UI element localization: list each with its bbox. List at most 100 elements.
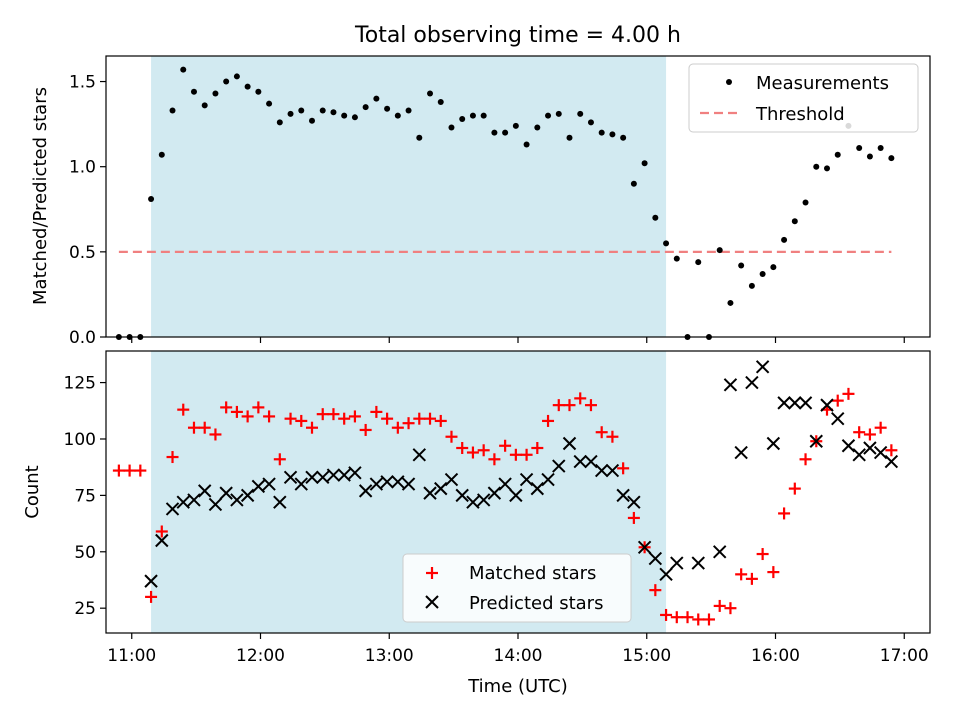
matched-star-point bbox=[445, 430, 458, 443]
measurement-point bbox=[555, 110, 562, 117]
matched-star-point bbox=[788, 482, 801, 495]
measurement-point bbox=[309, 117, 315, 124]
measurement-point bbox=[491, 129, 498, 136]
matched-star-point bbox=[627, 511, 640, 524]
top-x-tick-marks bbox=[131, 337, 905, 343]
predicted-star-point bbox=[498, 477, 512, 491]
matched-star-point bbox=[123, 464, 136, 477]
legend-predicted-label: Predicted stars bbox=[469, 593, 603, 614]
top-y-tick-label: 0.5 bbox=[69, 243, 96, 263]
bottom-x-tick-label: 13:00 bbox=[365, 646, 414, 666]
matched-star-point bbox=[348, 410, 361, 423]
measurement-point bbox=[695, 259, 702, 266]
predicted-star-point bbox=[273, 495, 287, 509]
top-y-tick-label: 1.0 bbox=[69, 158, 96, 178]
matched-star-point bbox=[767, 566, 780, 579]
legend-measurements-marker bbox=[726, 79, 732, 85]
measurement-point bbox=[190, 88, 197, 95]
matched-star-point bbox=[145, 590, 158, 603]
matched-star-point bbox=[209, 428, 222, 441]
bottom-plot-frame bbox=[105, 350, 931, 634]
top-chart-title: Total observing time = 4.00 h bbox=[354, 23, 681, 48]
predicted-star-point bbox=[165, 502, 180, 516]
predicted-star-point bbox=[401, 477, 416, 491]
matched-star-point bbox=[220, 401, 233, 414]
measurement-point bbox=[566, 134, 573, 141]
predicted-star-point bbox=[831, 411, 845, 426]
predicted-star-point bbox=[294, 477, 308, 491]
bottom-x-tick-label: 11:00 bbox=[107, 646, 156, 666]
matched-star-point bbox=[552, 399, 565, 412]
predicted-star-point bbox=[627, 495, 641, 509]
measurement-point bbox=[158, 151, 165, 158]
matched-star-point bbox=[649, 584, 662, 597]
predicted-star-point bbox=[509, 488, 523, 503]
measurement-point bbox=[545, 112, 552, 119]
measurement-point bbox=[169, 107, 176, 114]
measurement-point bbox=[759, 270, 766, 277]
predicted-star-point bbox=[584, 454, 598, 469]
measurement-point bbox=[512, 122, 519, 129]
matched-star-point bbox=[724, 602, 737, 615]
matched-star-point bbox=[778, 507, 791, 520]
predicted-star-point bbox=[562, 436, 577, 451]
predicted-star-point bbox=[820, 398, 834, 412]
measurement-point bbox=[212, 90, 219, 97]
measurement-point bbox=[480, 112, 487, 119]
predicted-star-point bbox=[412, 448, 426, 462]
measurement-point bbox=[384, 105, 391, 112]
matched-star-point bbox=[692, 613, 705, 626]
measurement-point bbox=[620, 134, 627, 141]
measurement-point bbox=[866, 153, 873, 160]
measurement-point bbox=[469, 112, 476, 119]
bottom-y-tick-label: 100 bbox=[64, 430, 96, 450]
measurement-point bbox=[641, 160, 648, 167]
matched-star-point bbox=[520, 448, 533, 461]
predicted-star-point bbox=[455, 488, 469, 503]
matched-star-point bbox=[660, 608, 673, 621]
measurement-point bbox=[523, 141, 530, 148]
measurement-point bbox=[738, 262, 745, 269]
legend-matched-marker bbox=[426, 567, 438, 579]
matched-star-point bbox=[155, 525, 168, 538]
predicted-star-point bbox=[144, 574, 158, 588]
predicted-star-point bbox=[648, 551, 663, 566]
predicted-star-point bbox=[809, 434, 823, 448]
predicted-star-point bbox=[219, 486, 233, 500]
bottom-y-ticks: 25 50 75 100 125 bbox=[64, 374, 106, 619]
matched-star-point bbox=[391, 421, 404, 434]
predicted-star-point bbox=[423, 486, 437, 500]
top-plot-frame bbox=[105, 55, 931, 338]
bottom-y-tick-label: 125 bbox=[64, 374, 96, 394]
matched-star-point bbox=[842, 387, 855, 400]
matched-star-point bbox=[413, 412, 426, 425]
measurement-point bbox=[877, 144, 884, 151]
predicted-star-point bbox=[616, 488, 630, 503]
matched-star-point bbox=[874, 421, 887, 434]
bottom-legend: Matched stars Predicted stars bbox=[402, 553, 632, 623]
matched-star-point bbox=[499, 439, 512, 452]
matched-star-point bbox=[424, 412, 437, 425]
bottom-x-axis-label: Time (UTC) bbox=[467, 676, 568, 697]
predicted-star-point bbox=[734, 445, 748, 460]
matched-star-point bbox=[284, 412, 297, 425]
matched-star-point bbox=[595, 426, 608, 439]
matched-star-point bbox=[306, 421, 318, 434]
measurement-point bbox=[448, 124, 455, 131]
measurement-point bbox=[813, 163, 820, 170]
measurement-point bbox=[244, 83, 251, 90]
matched-star-point bbox=[853, 426, 866, 439]
predicted-star-point bbox=[670, 556, 684, 570]
predicted-star-point bbox=[713, 545, 727, 559]
matched-star-point bbox=[187, 421, 200, 434]
predicted-star-point bbox=[230, 493, 244, 507]
top-panel: 0.0 0.5 1.0 1.5 Matched/Predicted stars Mea… bbox=[30, 55, 931, 348]
measurement-point bbox=[748, 282, 755, 289]
measurement-point bbox=[255, 88, 262, 95]
matched-star-point bbox=[134, 464, 147, 477]
measurement-point bbox=[459, 116, 466, 123]
matched-star-point bbox=[456, 442, 469, 455]
predicted-stars-points bbox=[144, 360, 899, 588]
matched-star-point bbox=[252, 401, 265, 414]
